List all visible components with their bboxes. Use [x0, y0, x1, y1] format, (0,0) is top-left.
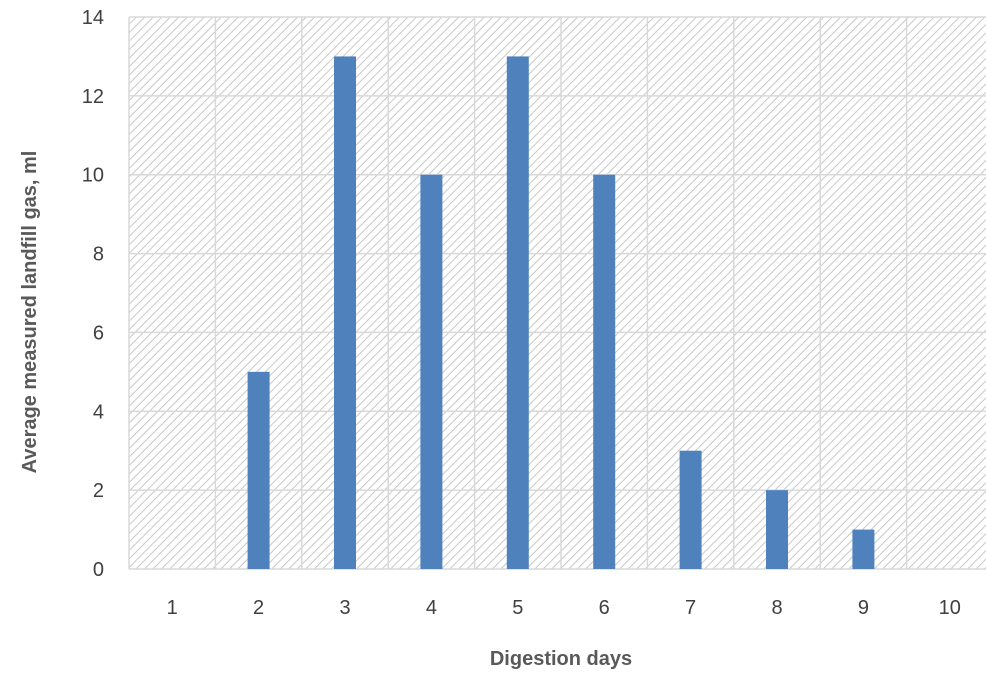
- y-tick-label: 14: [82, 7, 104, 29]
- y-tick-label: 6: [93, 322, 104, 344]
- y-tick-labels: 0 2 4 6 8 10 12 14: [82, 7, 104, 581]
- x-tick-labels: 1 2 3 4 5 6 7 8 9 10: [167, 597, 961, 619]
- bar-day-5: [506, 56, 529, 569]
- bar-day-3: [334, 56, 356, 569]
- bars: [247, 56, 875, 569]
- x-tick-label: 9: [858, 597, 869, 619]
- bar-day-8: [766, 490, 788, 569]
- y-tick-label: 8: [93, 244, 104, 266]
- x-tick-label: 8: [771, 597, 782, 619]
- x-tick-label: 1: [167, 597, 178, 619]
- plot-area: [129, 17, 986, 569]
- x-tick-label: 4: [426, 597, 437, 619]
- y-tick-label: 2: [93, 480, 104, 502]
- x-axis-title: Digestion days: [490, 648, 632, 670]
- x-tick-label: 5: [512, 597, 523, 619]
- x-tick-label: 10: [939, 597, 961, 619]
- x-tick-label: 6: [599, 597, 610, 619]
- bar-day-9: [852, 529, 875, 569]
- bar-day-2: [247, 371, 270, 569]
- bar-day-6: [593, 174, 616, 569]
- bar-day-4: [420, 174, 443, 569]
- x-tick-label: 7: [685, 597, 696, 619]
- x-tick-label: 3: [339, 597, 350, 619]
- x-tick-label: 2: [253, 597, 264, 619]
- y-tick-label: 10: [82, 165, 104, 187]
- y-tick-label: 4: [93, 401, 104, 423]
- gridlines: [128, 16, 986, 570]
- y-axis-title: Average measured landfill gas, ml: [19, 151, 41, 474]
- bar-day-7: [679, 450, 702, 569]
- y-tick-label: 0: [93, 559, 104, 581]
- y-tick-label: 12: [82, 86, 104, 108]
